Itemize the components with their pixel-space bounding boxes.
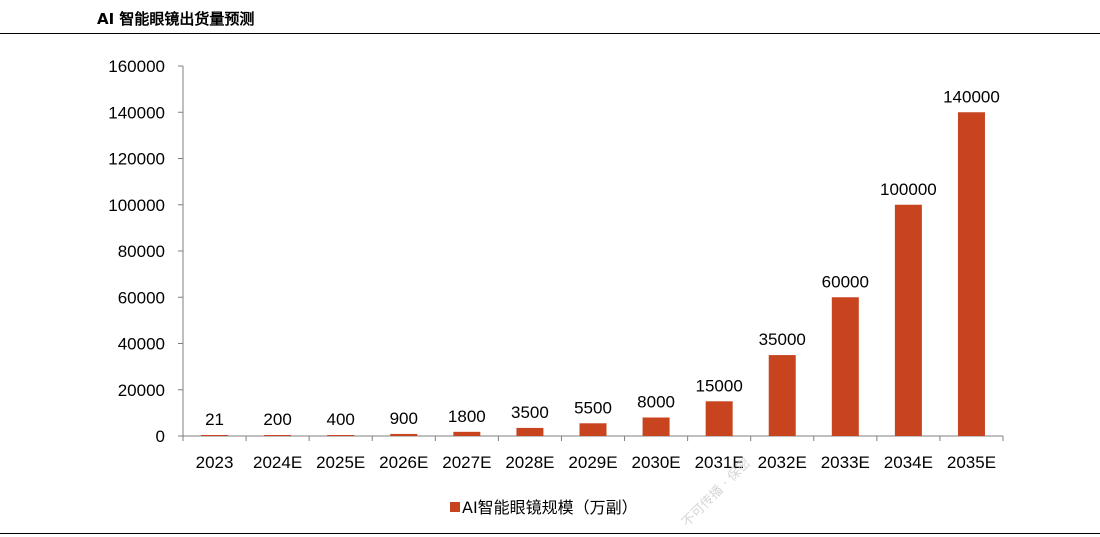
x-tick-label: 2024E <box>253 453 302 472</box>
y-tick-label: 100000 <box>108 196 165 215</box>
data-label: 5500 <box>574 398 612 417</box>
data-label: 8000 <box>637 393 675 412</box>
x-tick-label: 2035E <box>947 453 996 472</box>
data-label: 200 <box>263 410 291 429</box>
y-tick-label: 0 <box>156 427 165 446</box>
bar <box>705 401 733 436</box>
bar <box>453 431 481 436</box>
bar <box>390 433 418 436</box>
data-label: 21 <box>205 410 224 429</box>
y-tick-label: 60000 <box>118 288 165 307</box>
y-tick-label: 120000 <box>108 150 165 169</box>
top-divider <box>0 33 1100 34</box>
x-tick-label: 2029E <box>568 453 617 472</box>
x-tick-label: 2023 <box>196 453 234 472</box>
bar <box>264 435 292 436</box>
x-tick-label: 2026E <box>379 453 428 472</box>
data-label: 400 <box>327 410 355 429</box>
x-tick-label: 2028E <box>505 453 554 472</box>
bar <box>642 417 670 436</box>
bar <box>516 427 544 436</box>
y-tick-label: 140000 <box>108 103 165 122</box>
x-tick-label: 2033E <box>821 453 870 472</box>
y-tick-label: 20000 <box>118 381 165 400</box>
data-label: 100000 <box>880 180 937 199</box>
bottom-divider <box>0 533 1100 534</box>
data-label: 35000 <box>759 330 806 349</box>
data-label: 3500 <box>511 403 549 422</box>
legend-label: AI智能眼镜规模（万副） <box>462 498 638 517</box>
x-tick-label: 2030E <box>631 453 680 472</box>
data-label: 900 <box>390 409 418 428</box>
x-tick-label: 2034E <box>884 453 933 472</box>
bar <box>327 435 355 436</box>
y-tick-label: 40000 <box>118 335 165 354</box>
data-label: 60000 <box>822 272 869 291</box>
bar <box>768 355 796 436</box>
x-tick-label: 2032E <box>758 453 807 472</box>
bar <box>579 423 607 436</box>
y-tick-label: 160000 <box>108 57 165 76</box>
bar <box>831 297 859 436</box>
bar <box>201 435 229 436</box>
page-title: AI 智能眼镜出货量预测 <box>97 10 255 28</box>
x-tick-label: 2025E <box>316 453 365 472</box>
x-tick-label: 2031E <box>695 453 744 472</box>
y-tick-label: 80000 <box>118 242 165 261</box>
data-label: 1800 <box>448 407 486 426</box>
bar <box>957 112 985 436</box>
legend-swatch <box>450 502 460 512</box>
x-tick-label: 2027E <box>442 453 491 472</box>
data-label: 15000 <box>696 376 743 395</box>
data-label: 140000 <box>943 87 1000 106</box>
bar <box>894 204 922 436</box>
